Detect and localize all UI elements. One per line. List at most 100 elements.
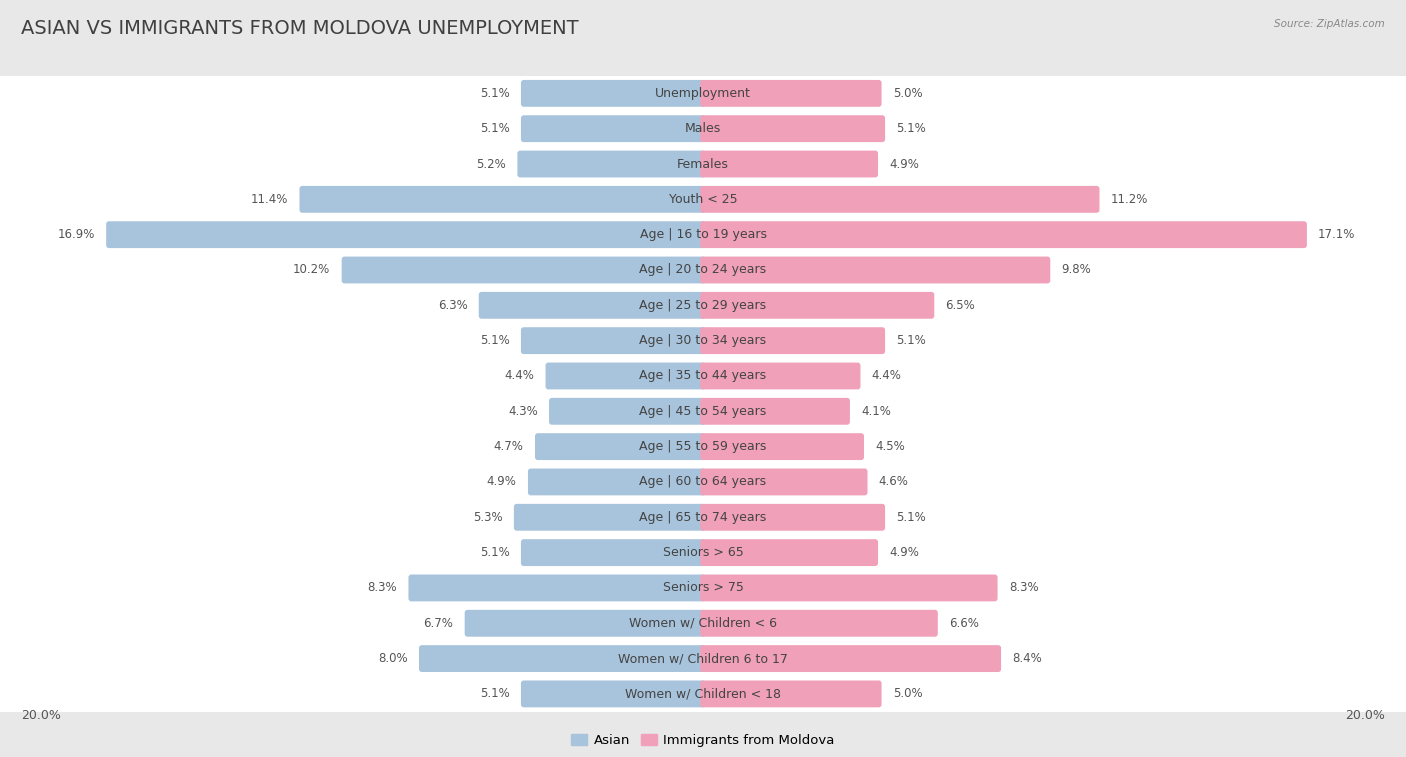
FancyBboxPatch shape xyxy=(0,285,1406,325)
Text: 8.3%: 8.3% xyxy=(1010,581,1039,594)
FancyBboxPatch shape xyxy=(700,151,877,177)
Text: Age | 25 to 29 years: Age | 25 to 29 years xyxy=(640,299,766,312)
FancyBboxPatch shape xyxy=(700,645,1001,672)
Text: 5.1%: 5.1% xyxy=(897,334,927,347)
FancyBboxPatch shape xyxy=(520,80,706,107)
Text: Age | 20 to 24 years: Age | 20 to 24 years xyxy=(640,263,766,276)
Text: 6.7%: 6.7% xyxy=(423,617,453,630)
Text: Youth < 25: Youth < 25 xyxy=(669,193,737,206)
FancyBboxPatch shape xyxy=(0,460,1406,503)
FancyBboxPatch shape xyxy=(0,390,1406,433)
FancyBboxPatch shape xyxy=(700,433,863,460)
Text: 9.8%: 9.8% xyxy=(1062,263,1091,276)
FancyBboxPatch shape xyxy=(700,504,886,531)
Text: 5.2%: 5.2% xyxy=(477,157,506,170)
Text: Age | 60 to 64 years: Age | 60 to 64 years xyxy=(640,475,766,488)
Text: 6.5%: 6.5% xyxy=(945,299,976,312)
FancyBboxPatch shape xyxy=(299,186,706,213)
Legend: Asian, Immigrants from Moldova: Asian, Immigrants from Moldova xyxy=(567,729,839,752)
Text: 4.4%: 4.4% xyxy=(872,369,901,382)
FancyBboxPatch shape xyxy=(0,391,1406,431)
FancyBboxPatch shape xyxy=(700,327,886,354)
Text: 4.5%: 4.5% xyxy=(875,440,905,453)
FancyBboxPatch shape xyxy=(0,531,1406,574)
FancyBboxPatch shape xyxy=(0,672,1406,715)
Text: 5.1%: 5.1% xyxy=(479,87,510,100)
FancyBboxPatch shape xyxy=(520,327,706,354)
Text: 4.9%: 4.9% xyxy=(890,546,920,559)
Text: 11.2%: 11.2% xyxy=(1111,193,1149,206)
Text: Males: Males xyxy=(685,122,721,136)
Text: 5.1%: 5.1% xyxy=(479,334,510,347)
Text: 5.3%: 5.3% xyxy=(472,511,503,524)
Text: Age | 55 to 59 years: Age | 55 to 59 years xyxy=(640,440,766,453)
Text: 4.9%: 4.9% xyxy=(486,475,517,488)
Text: 4.9%: 4.9% xyxy=(890,157,920,170)
FancyBboxPatch shape xyxy=(700,257,1050,283)
FancyBboxPatch shape xyxy=(0,357,1406,396)
FancyBboxPatch shape xyxy=(0,496,1406,539)
Text: Age | 65 to 74 years: Age | 65 to 74 years xyxy=(640,511,766,524)
FancyBboxPatch shape xyxy=(700,575,998,601)
Text: 20.0%: 20.0% xyxy=(21,709,60,722)
FancyBboxPatch shape xyxy=(408,575,706,601)
FancyBboxPatch shape xyxy=(0,72,1406,115)
FancyBboxPatch shape xyxy=(0,674,1406,714)
FancyBboxPatch shape xyxy=(0,142,1406,185)
Text: 5.0%: 5.0% xyxy=(893,687,922,700)
FancyBboxPatch shape xyxy=(700,539,877,566)
Text: Source: ZipAtlas.com: Source: ZipAtlas.com xyxy=(1274,19,1385,29)
FancyBboxPatch shape xyxy=(0,109,1406,148)
FancyBboxPatch shape xyxy=(0,497,1406,537)
FancyBboxPatch shape xyxy=(0,145,1406,184)
FancyBboxPatch shape xyxy=(548,398,706,425)
Text: 6.6%: 6.6% xyxy=(949,617,979,630)
Text: 5.0%: 5.0% xyxy=(893,87,922,100)
Text: 16.9%: 16.9% xyxy=(58,228,96,241)
FancyBboxPatch shape xyxy=(520,539,706,566)
FancyBboxPatch shape xyxy=(700,115,886,142)
Text: 4.3%: 4.3% xyxy=(508,405,537,418)
FancyBboxPatch shape xyxy=(0,73,1406,113)
Text: 4.1%: 4.1% xyxy=(860,405,891,418)
FancyBboxPatch shape xyxy=(0,463,1406,502)
FancyBboxPatch shape xyxy=(0,178,1406,221)
FancyBboxPatch shape xyxy=(0,248,1406,291)
FancyBboxPatch shape xyxy=(0,533,1406,572)
Text: ASIAN VS IMMIGRANTS FROM MOLDOVA UNEMPLOYMENT: ASIAN VS IMMIGRANTS FROM MOLDOVA UNEMPLO… xyxy=(21,19,579,38)
FancyBboxPatch shape xyxy=(0,319,1406,362)
Text: 4.7%: 4.7% xyxy=(494,440,524,453)
FancyBboxPatch shape xyxy=(700,363,860,389)
Text: 6.3%: 6.3% xyxy=(437,299,467,312)
FancyBboxPatch shape xyxy=(520,115,706,142)
FancyBboxPatch shape xyxy=(700,469,868,495)
FancyBboxPatch shape xyxy=(0,284,1406,327)
Text: 20.0%: 20.0% xyxy=(1346,709,1385,722)
FancyBboxPatch shape xyxy=(0,569,1406,608)
FancyBboxPatch shape xyxy=(419,645,706,672)
FancyBboxPatch shape xyxy=(0,425,1406,468)
Text: Age | 45 to 54 years: Age | 45 to 54 years xyxy=(640,405,766,418)
FancyBboxPatch shape xyxy=(700,681,882,707)
Text: 4.6%: 4.6% xyxy=(879,475,908,488)
Text: Age | 30 to 34 years: Age | 30 to 34 years xyxy=(640,334,766,347)
FancyBboxPatch shape xyxy=(546,363,706,389)
FancyBboxPatch shape xyxy=(517,151,706,177)
Text: Women w/ Children < 6: Women w/ Children < 6 xyxy=(628,617,778,630)
FancyBboxPatch shape xyxy=(0,354,1406,397)
Text: 8.4%: 8.4% xyxy=(1012,652,1042,665)
FancyBboxPatch shape xyxy=(0,179,1406,219)
Text: Women w/ Children < 18: Women w/ Children < 18 xyxy=(626,687,780,700)
FancyBboxPatch shape xyxy=(464,610,706,637)
FancyBboxPatch shape xyxy=(534,433,706,460)
FancyBboxPatch shape xyxy=(0,215,1406,254)
Text: 8.3%: 8.3% xyxy=(367,581,398,594)
FancyBboxPatch shape xyxy=(700,292,935,319)
Text: 4.4%: 4.4% xyxy=(505,369,534,382)
Text: 5.1%: 5.1% xyxy=(897,122,927,136)
Text: Seniors > 75: Seniors > 75 xyxy=(662,581,744,594)
Text: 5.1%: 5.1% xyxy=(479,122,510,136)
Text: Unemployment: Unemployment xyxy=(655,87,751,100)
FancyBboxPatch shape xyxy=(700,186,1099,213)
Text: Seniors > 65: Seniors > 65 xyxy=(662,546,744,559)
